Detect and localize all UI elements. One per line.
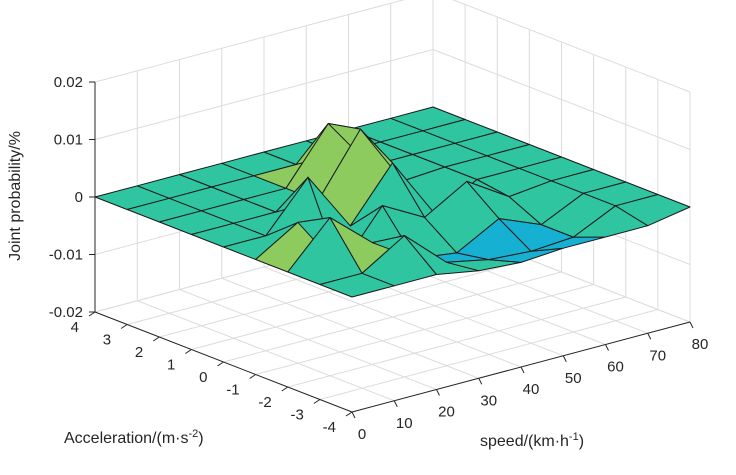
axis-layer [88, 81, 694, 419]
surface-layer [94, 106, 691, 298]
y-tick-mark [217, 361, 224, 367]
surface-patch [615, 194, 691, 227]
x-tick-mark [351, 411, 356, 419]
y-tick-label: -1 [226, 382, 239, 399]
floor-grid-line [223, 271, 562, 363]
y-tick-label: 0 [199, 369, 207, 386]
y-tick-mark [249, 374, 256, 379]
z-tick-label: 0 [75, 189, 83, 206]
y-tick-label: 2 [135, 344, 143, 361]
y-tick-mark [88, 311, 96, 317]
x-axis-title: speed/(km·h-1) [480, 431, 584, 450]
x-tick-mark [689, 321, 694, 329]
floor-grid-line [287, 296, 626, 388]
side-wall-grid-line [432, 49, 691, 150]
x-tick-label: 20 [438, 404, 455, 421]
y-tick-mark [313, 399, 321, 404]
z-tick-label: -0.01 [49, 247, 83, 264]
y-tick-label: -4 [323, 419, 336, 436]
floor-grid-line [255, 284, 594, 375]
grid-layer [94, 0, 691, 413]
x-tick-label: 0 [358, 426, 366, 443]
z-tick-label: 0.01 [54, 132, 83, 149]
y-tick-label: 1 [167, 357, 175, 374]
y-tick-label: -2 [258, 394, 271, 411]
x-tick-label: 80 [692, 336, 709, 353]
y-tick-mark [152, 336, 160, 342]
x-tick-mark [520, 366, 525, 374]
y-tick-mark [120, 324, 128, 329]
y-axis-title: Acceleration/(m·s-2) [64, 428, 204, 447]
back-wall-grid-line [94, 0, 405, 83]
y-tick-label: 4 [71, 319, 79, 336]
back-wall-grid-line [94, 49, 434, 140]
floor-grid-line [191, 259, 530, 350]
floor-grid-line [319, 309, 659, 400]
x-tick-mark [605, 344, 609, 351]
y-tick-mark [185, 349, 192, 354]
y-tick-mark [281, 386, 289, 392]
x-tick-label: 50 [565, 370, 582, 387]
z-tick-label: 0.02 [54, 74, 83, 91]
x-tick-mark [647, 333, 652, 340]
x-tick-mark [393, 400, 398, 407]
y-tick-label: -3 [291, 407, 304, 424]
x-tick-mark [562, 355, 567, 362]
side-wall-grid-line [452, 0, 691, 93]
x-tick-mark [436, 389, 440, 396]
z-tick-label: -0.02 [49, 304, 83, 321]
x-tick-label: 60 [607, 359, 624, 376]
x-tick-label: 30 [480, 392, 497, 409]
y-tick-mark [345, 411, 353, 417]
x-tick-label: 40 [523, 381, 540, 398]
x-tick-mark [478, 378, 483, 385]
z-axis-title: Joint probability/% [7, 131, 24, 261]
x-tick-label: 10 [396, 415, 413, 432]
x-tick-label: 70 [649, 347, 666, 364]
tick-label-layer: 0 10 20 30 40 50 60 70 80 -4 -3 -2 -1 0 1 2 3 4-0.02 -0.01… [49, 74, 709, 443]
y-tick-label: 3 [103, 332, 111, 349]
